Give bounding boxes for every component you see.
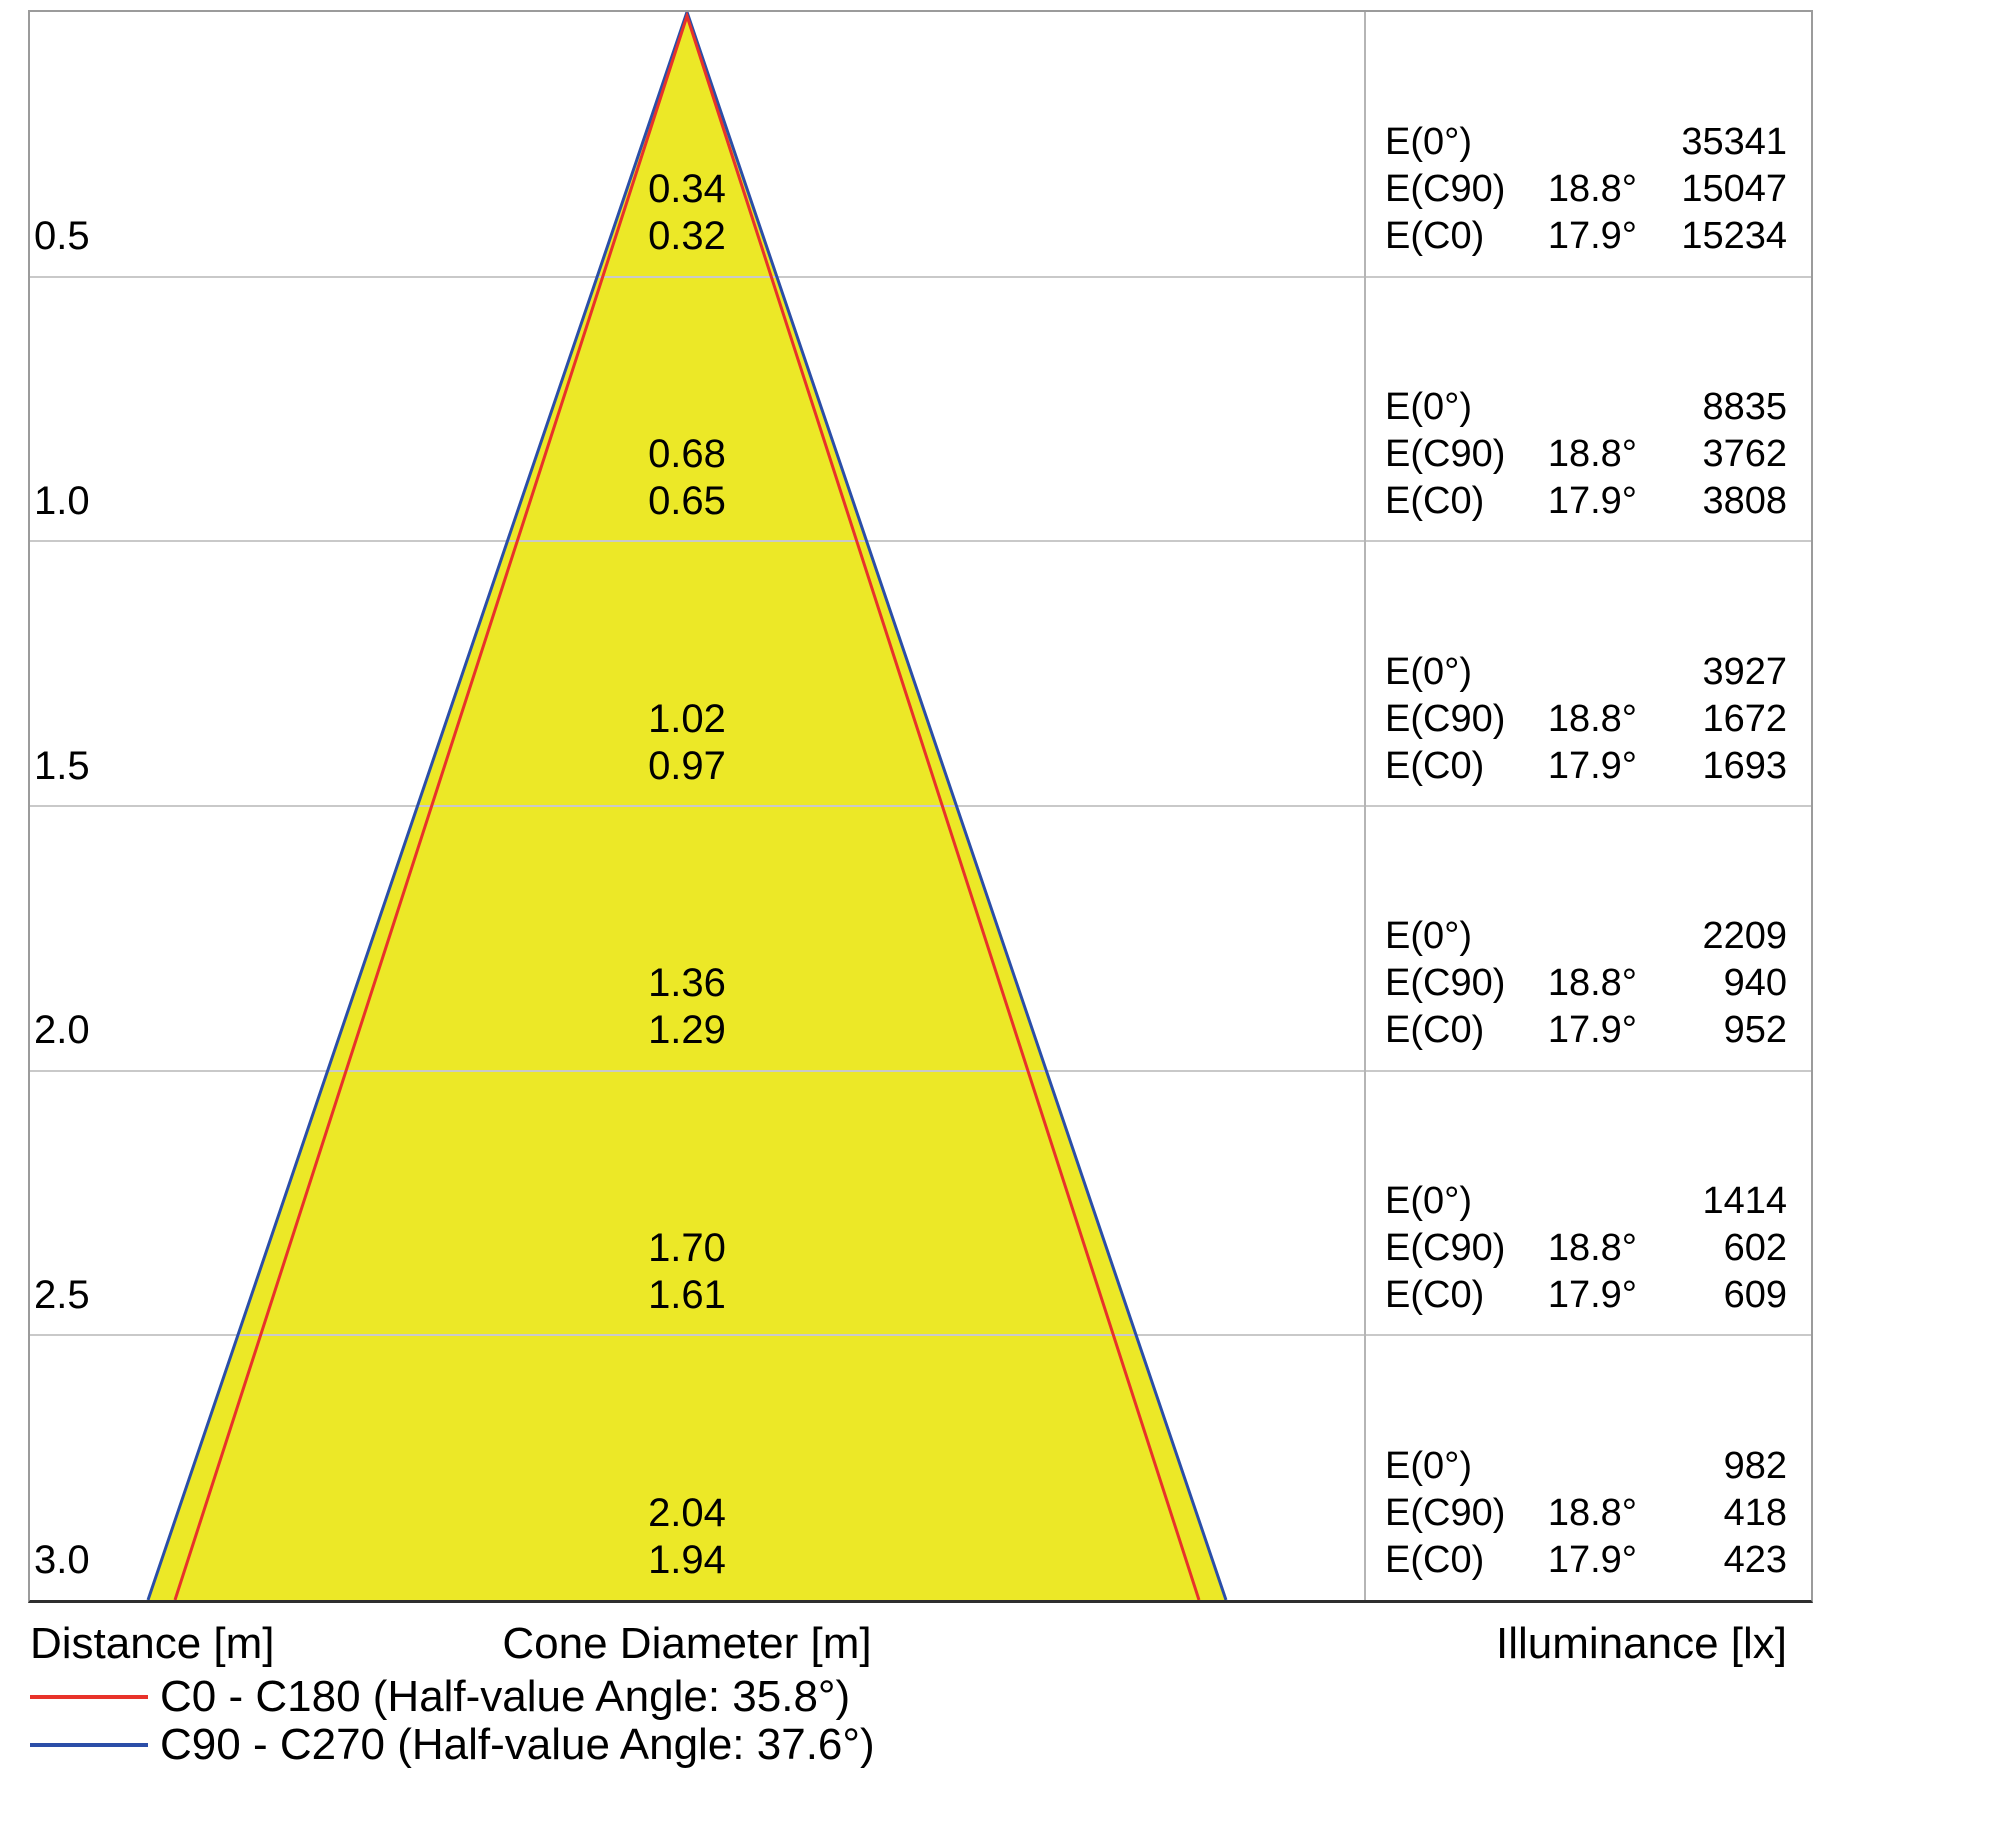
cone-plot [30, 12, 1811, 1600]
c0-legend-line-icon [30, 1695, 148, 1699]
c90-legend-label: C90 - C270 (Half-value Angle: 37.6°) [160, 1720, 875, 1769]
c90-beam-edge [146, 12, 1228, 1600]
distance-axis-caption: Distance [m] [30, 1619, 275, 1668]
c90-legend-line-icon [30, 1743, 148, 1747]
cone-diameter-axis-caption: Cone Diameter [m] [502, 1619, 872, 1668]
diagram-frame [28, 10, 1813, 1603]
c0-legend-label: C0 - C180 (Half-value Angle: 35.8°) [160, 1672, 851, 1721]
c0-beam-edge [173, 12, 1201, 1600]
illuminance-axis-caption: Illuminance [lx] [1495, 1619, 1787, 1668]
